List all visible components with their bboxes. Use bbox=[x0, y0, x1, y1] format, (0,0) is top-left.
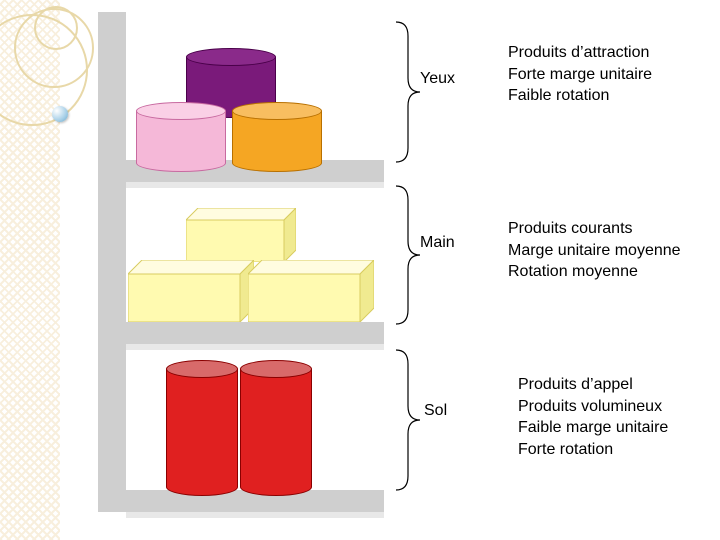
shelf-plate bbox=[126, 344, 384, 350]
curly-brace bbox=[392, 182, 422, 328]
product-box bbox=[248, 260, 374, 322]
shelf-plate bbox=[126, 182, 384, 188]
curly-brace bbox=[392, 18, 422, 166]
desc-line: Faible marge unitaire bbox=[518, 417, 668, 439]
desc-line: Forte rotation bbox=[518, 439, 668, 461]
desc-line: Faible rotation bbox=[508, 85, 652, 107]
product-cylinder bbox=[232, 102, 322, 172]
level-desc-yeux: Produits d’attractionForte marge unitair… bbox=[508, 42, 652, 107]
desc-line: Produits courants bbox=[508, 218, 681, 240]
desc-line: Produits d’attraction bbox=[508, 42, 652, 64]
shelf-vertical-spine bbox=[98, 12, 126, 512]
level-desc-sol: Produits d’appelProduits volumineuxFaibl… bbox=[518, 374, 668, 460]
level-label-main: Main bbox=[420, 234, 455, 252]
desc-line: Produits volumineux bbox=[518, 396, 668, 418]
desc-line: Rotation moyenne bbox=[508, 261, 681, 283]
desc-line: Produits d’appel bbox=[518, 374, 668, 396]
decorative-ball bbox=[52, 106, 68, 122]
desc-line: Forte marge unitaire bbox=[508, 64, 652, 86]
shelf-plate bbox=[126, 322, 384, 344]
product-box bbox=[128, 260, 254, 322]
curly-brace bbox=[392, 346, 422, 494]
product-cylinder bbox=[240, 360, 312, 496]
level-label-yeux: Yeux bbox=[420, 70, 455, 88]
product-cylinder bbox=[136, 102, 226, 172]
level-label-sol: Sol bbox=[424, 402, 447, 420]
level-desc-main: Produits courantsMarge unitaire moyenneR… bbox=[508, 218, 681, 283]
desc-line: Marge unitaire moyenne bbox=[508, 240, 681, 262]
product-cylinder bbox=[166, 360, 238, 496]
shelf-plate bbox=[126, 512, 384, 518]
product-box bbox=[186, 208, 296, 262]
